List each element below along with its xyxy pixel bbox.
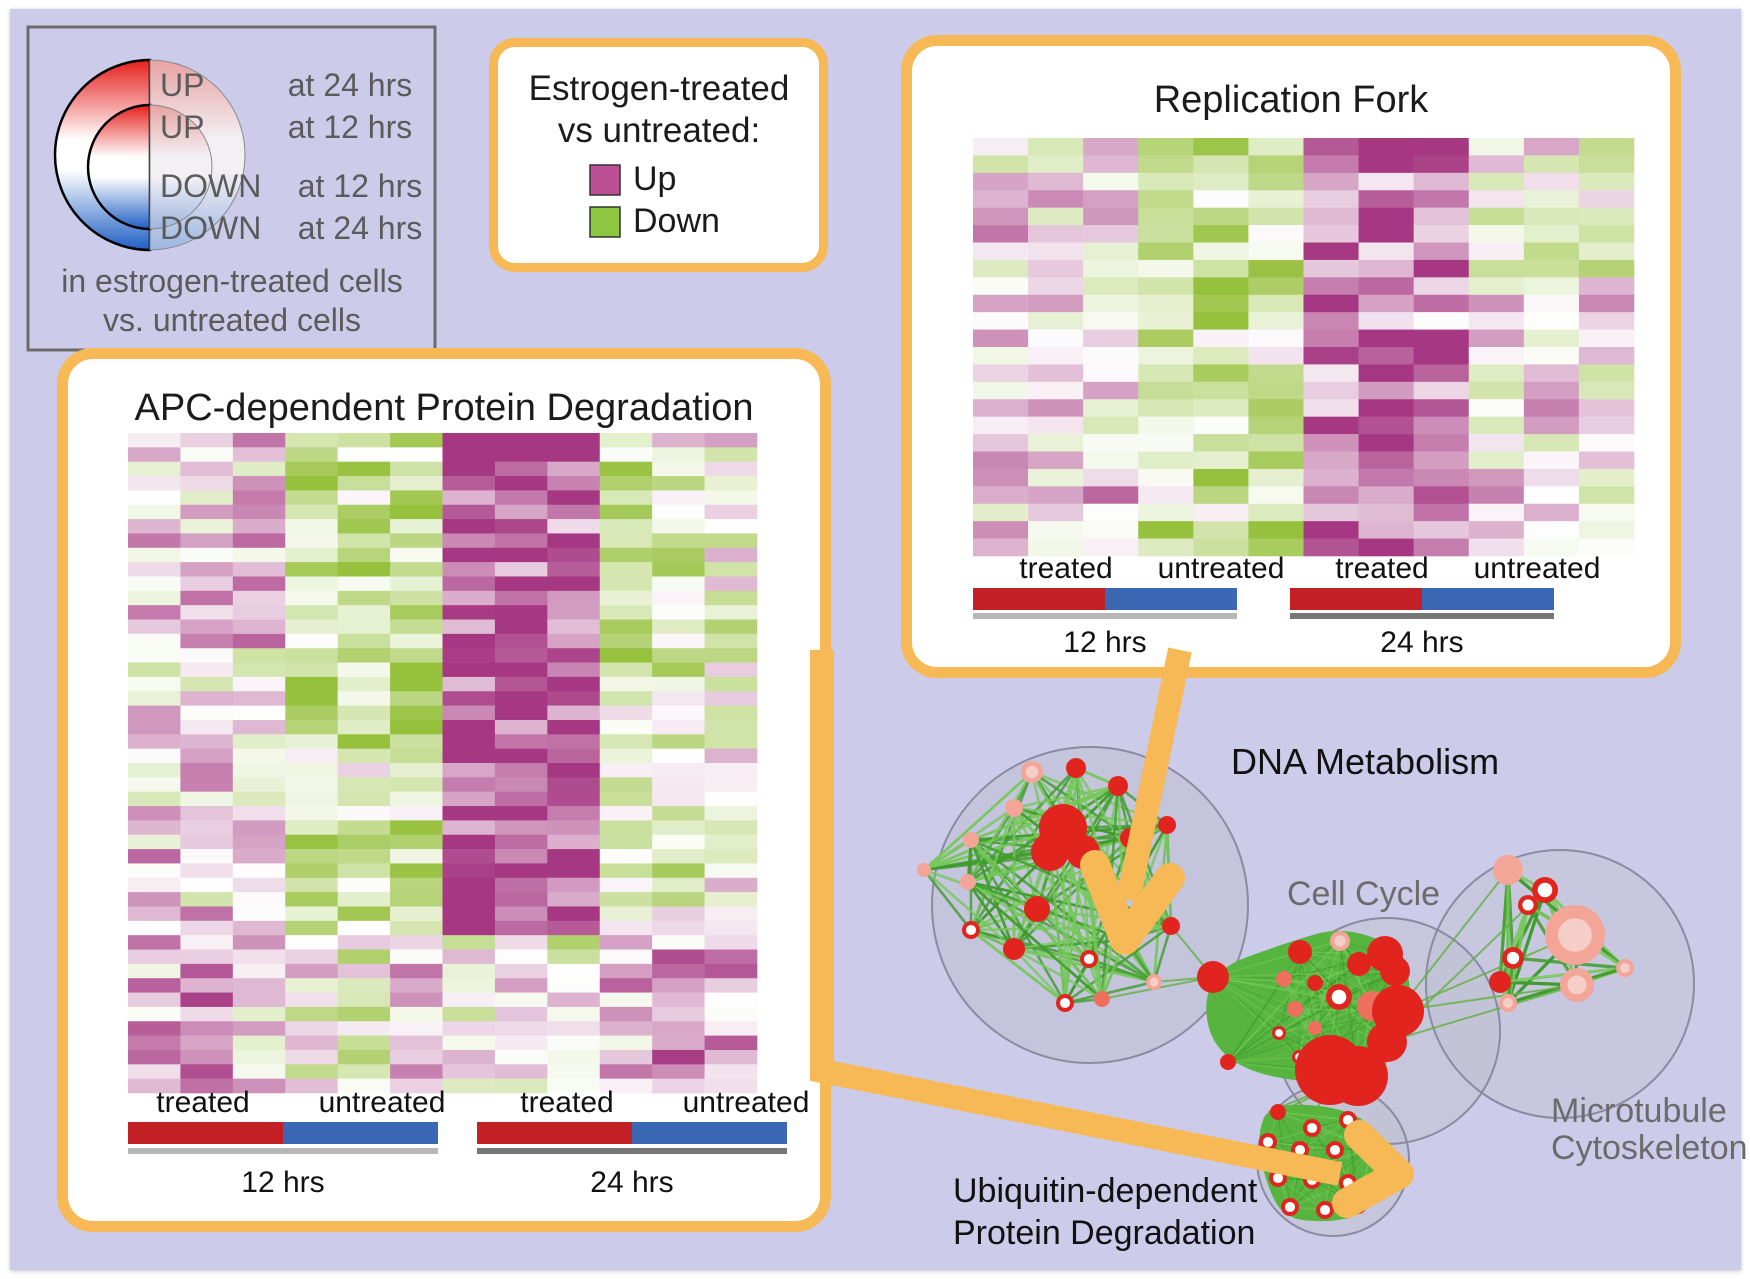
svg-text:in estrogen-treated cells: in estrogen-treated cells (61, 263, 403, 299)
svg-text:at 24 hrs: at 24 hrs (288, 67, 413, 103)
svg-text:Microtubule: Microtubule (1551, 1092, 1727, 1130)
svg-text:untreated: untreated (1158, 552, 1285, 585)
svg-text:Cell Cycle: Cell Cycle (1287, 875, 1440, 913)
svg-text:24 hrs: 24 hrs (590, 1166, 673, 1199)
svg-text:DNA Metabolism: DNA Metabolism (1231, 741, 1499, 782)
svg-text:Cytoskeleton: Cytoskeleton (1551, 1129, 1748, 1167)
svg-text:UP: UP (160, 109, 204, 145)
svg-text:vs untreated:: vs untreated: (558, 111, 760, 150)
svg-text:at 12 hrs: at 12 hrs (288, 109, 413, 145)
svg-text:Ubiquitin-dependent: Ubiquitin-dependent (953, 1172, 1258, 1210)
svg-text:DOWN: DOWN (160, 168, 261, 204)
svg-text:24 hrs: 24 hrs (1380, 626, 1463, 659)
svg-text:vs. untreated cells: vs. untreated cells (103, 302, 361, 338)
svg-text:APC-dependent Protein Degradat: APC-dependent Protein Degradation (135, 387, 754, 429)
svg-text:at 12 hrs: at 12 hrs (298, 168, 423, 204)
svg-text:treated: treated (156, 1086, 249, 1119)
svg-text:Up: Up (633, 160, 676, 198)
svg-text:12 hrs: 12 hrs (1063, 626, 1146, 659)
svg-text:at 24 hrs: at 24 hrs (298, 210, 423, 246)
svg-text:treated: treated (520, 1086, 613, 1119)
svg-text:DOWN: DOWN (160, 210, 261, 246)
svg-text:treated: treated (1019, 552, 1112, 585)
svg-text:treated: treated (1335, 552, 1428, 585)
svg-text:Protein Degradation: Protein Degradation (953, 1214, 1255, 1252)
svg-text:Replication Fork: Replication Fork (1154, 79, 1430, 121)
svg-text:UP: UP (160, 67, 204, 103)
svg-text:untreated: untreated (683, 1086, 810, 1119)
svg-text:12 hrs: 12 hrs (241, 1166, 324, 1199)
svg-text:untreated: untreated (319, 1086, 446, 1119)
svg-text:Down: Down (633, 202, 720, 240)
svg-text:untreated: untreated (1474, 552, 1601, 585)
svg-text:Estrogen-treated: Estrogen-treated (529, 69, 790, 108)
